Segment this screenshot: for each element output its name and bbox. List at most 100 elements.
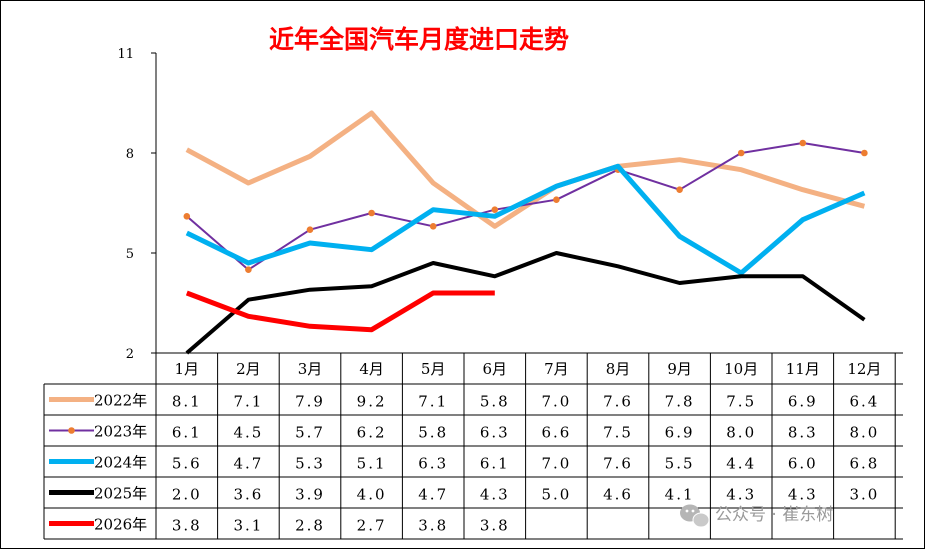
data-label: 3.6	[233, 486, 263, 504]
data-label: 4.5	[233, 424, 263, 442]
data-label: 6.9	[665, 424, 695, 442]
data-label: 5.1	[357, 455, 387, 473]
data-label: 7.9	[295, 393, 325, 411]
series-1-point	[737, 149, 745, 157]
watermark: 公众号 · 崔东树	[680, 504, 833, 528]
data-label: 4.6	[603, 486, 633, 504]
data-label: 7.5	[603, 424, 633, 442]
y-tick-label: 5	[126, 247, 134, 262]
data-label: 4.3	[726, 486, 756, 504]
data-label: 7.0	[541, 455, 571, 473]
data-label: 6.1	[480, 455, 510, 473]
data-label: 3.9	[295, 486, 325, 504]
x-tick-label: 5月	[421, 360, 446, 378]
series-1-point	[245, 266, 252, 273]
data-label: 4.4	[726, 455, 756, 473]
data-label: 6.9	[788, 393, 818, 411]
data-label: 5.8	[480, 393, 510, 411]
y-tick-label: 11	[117, 47, 134, 62]
data-label: 7.1	[233, 393, 263, 411]
data-label: 4.0	[357, 486, 387, 504]
x-tick-label: 6月	[483, 360, 508, 378]
data-label: 2.0	[172, 486, 202, 504]
series-1-point	[799, 139, 807, 147]
data-label: 4.3	[480, 486, 510, 504]
data-label: 2.8	[295, 517, 325, 535]
series-line-4	[185, 290, 495, 333]
data-label: 7.0	[541, 393, 571, 411]
data-label: 7.6	[603, 455, 633, 473]
data-label: 5.6	[172, 455, 202, 473]
data-label: 5.3	[295, 455, 325, 473]
data-label: 3.8	[418, 517, 448, 535]
data-label: 5.5	[665, 455, 695, 473]
data-label: 6.4	[849, 393, 879, 411]
data-table: 1月 2月 3月 4月 5月 6月 7月 8月 9月 10月 11月 12月 2022年 8.1 7.1 7.…	[43, 352, 903, 540]
series-lines	[183, 110, 868, 355]
legend-label: 2023年	[94, 423, 147, 441]
data-label: 9.2	[357, 393, 387, 411]
data-label: 6.8	[849, 455, 879, 473]
x-tick-label: 2月	[236, 360, 261, 378]
wechat-icon	[680, 504, 710, 528]
series-line-3	[185, 251, 866, 355]
x-tick-label: 12月	[847, 360, 881, 378]
data-label: 4.7	[233, 455, 263, 473]
data-label: 8.0	[726, 424, 756, 442]
data-label: 5.0	[541, 486, 571, 504]
chart-title: 近年全国汽车月度进口走势	[269, 25, 569, 54]
series-1-point	[491, 206, 499, 213]
data-label: 6.2	[357, 424, 387, 442]
series-1-point	[183, 213, 191, 220]
series-line-1	[186, 142, 865, 271]
x-tick-label: 9月	[667, 360, 692, 378]
data-label: 7.6	[603, 393, 633, 411]
x-tick-label: 8月	[606, 360, 631, 378]
data-label: 3.0	[849, 486, 879, 504]
legend-marker-1	[68, 427, 75, 434]
x-tick-label: 3月	[298, 360, 323, 378]
series-1-point	[553, 196, 560, 203]
data-label: 7.1	[418, 393, 448, 411]
data-label: 3.1	[233, 517, 263, 535]
data-label: 3.8	[480, 517, 510, 535]
x-tick-label: 4月	[359, 360, 384, 378]
data-label: 7.8	[665, 393, 695, 411]
x-tick-label: 7月	[544, 360, 569, 378]
data-label: 4.1	[665, 486, 695, 504]
data-label: 5.7	[295, 424, 325, 442]
axes: 2 5 8 11	[117, 47, 157, 362]
data-label: 8.1	[172, 393, 202, 411]
data-label: 8.0	[849, 424, 879, 442]
data-label: 4.7	[418, 486, 448, 504]
series-1-point	[306, 226, 314, 233]
data-label: 6.0	[788, 455, 818, 473]
series-1-point	[861, 149, 868, 157]
series-1-point	[368, 209, 375, 217]
series-line-0	[185, 110, 866, 229]
y-tick-label: 8	[126, 147, 134, 162]
legend-label: 2025年	[94, 485, 147, 503]
series-line-2	[185, 163, 866, 276]
y-tick-label: 2	[126, 347, 134, 362]
series-1-point	[676, 186, 683, 193]
legend-label: 2026年	[94, 516, 147, 534]
legend-label: 2024年	[94, 454, 147, 472]
data-label: 6.3	[480, 424, 510, 442]
series-1-point	[429, 223, 437, 230]
x-tick-label: 10月	[724, 360, 758, 378]
data-label: 4.3	[788, 486, 818, 504]
data-label: 6.6	[541, 424, 571, 442]
x-tick-label: 11月	[786, 360, 820, 378]
data-label: 8.3	[788, 424, 818, 442]
data-label: 3.8	[172, 517, 202, 535]
data-label: 7.5	[726, 393, 756, 411]
legend-label: 2022年	[94, 392, 147, 410]
data-label: 6.3	[418, 455, 448, 473]
watermark-text: 公众号 · 崔东树	[715, 505, 833, 525]
data-label: 6.1	[172, 424, 202, 442]
x-tick-label: 1月	[175, 360, 200, 378]
data-label: 5.8	[418, 424, 448, 442]
